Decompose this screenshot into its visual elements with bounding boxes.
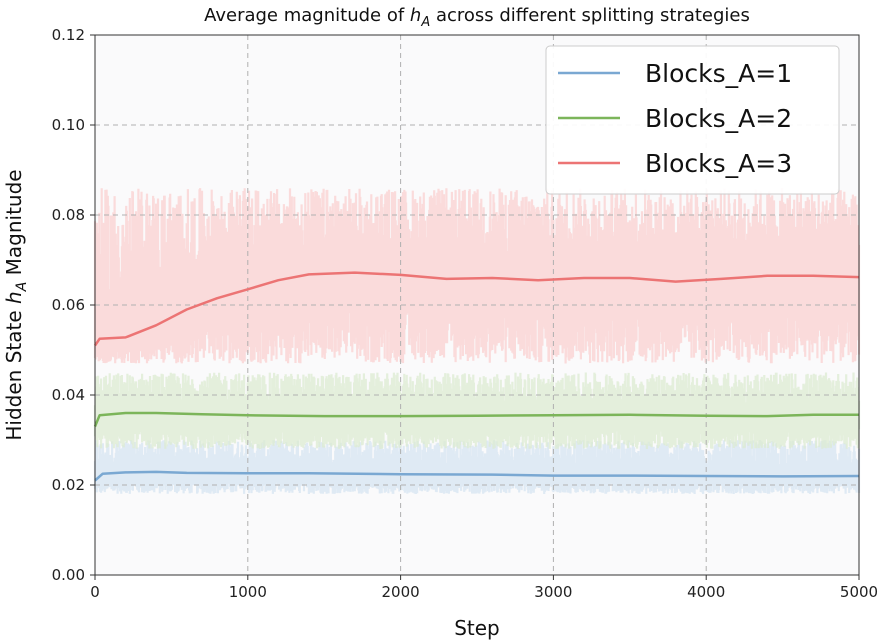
y-tick-label: 0.00: [52, 566, 85, 584]
title-math: h: [410, 5, 421, 26]
legend: Blocks_A=1 Blocks_A=2 Blocks_A=3: [545, 45, 840, 195]
series-lines: [93, 271, 860, 482]
series-line-1: [94, 470, 860, 482]
y-tick-label: 0.08: [52, 206, 85, 224]
legend-label-2: Blocks_A=2: [645, 104, 792, 133]
ylabel-suffix: Magnitude: [2, 169, 26, 281]
title-math-sub: A: [420, 15, 430, 30]
chart-title: Average magnitude of hA across different…: [204, 5, 750, 30]
x-tick-label: 4000: [687, 583, 725, 601]
y-tick-label: 0.12: [52, 26, 85, 44]
y-tick-label: 0.02: [52, 476, 85, 494]
y-tick-label: 0.06: [52, 296, 85, 314]
x-tick-label: 5000: [840, 583, 878, 601]
title-prefix: Average magnitude of: [204, 5, 410, 26]
series-line-2: [93, 411, 859, 427]
axis-ticks: 0 1000 2000 3000 4000 5000 0.00 0.02 0.04 0.06 0.0…: [52, 26, 879, 601]
series-line-3: [93, 271, 860, 347]
legend-label-3: Blocks_A=3: [645, 149, 792, 178]
x-tick-label: 1000: [229, 583, 267, 601]
legend-box: [545, 45, 840, 195]
x-tick-label: 2000: [382, 583, 420, 601]
legend-label-1: Blocks_A=1: [645, 59, 792, 88]
noise-bands: [93, 188, 861, 494]
ylabel-math-sub: A: [14, 282, 30, 293]
ylabel-prefix: Hidden State: [2, 304, 26, 441]
y-tick-label: 0.04: [52, 386, 85, 404]
x-axis-label: Step: [454, 616, 500, 640]
y-axis-label: Hidden State hA Magnitude: [2, 169, 30, 440]
x-tick-label: 3000: [534, 583, 572, 601]
ylabel-math: h: [2, 291, 26, 304]
grid-lines: [95, 35, 859, 575]
y-tick-label: 0.10: [52, 116, 85, 134]
title-suffix: across different splitting strategies: [430, 5, 750, 26]
x-tick-label: 0: [90, 583, 100, 601]
